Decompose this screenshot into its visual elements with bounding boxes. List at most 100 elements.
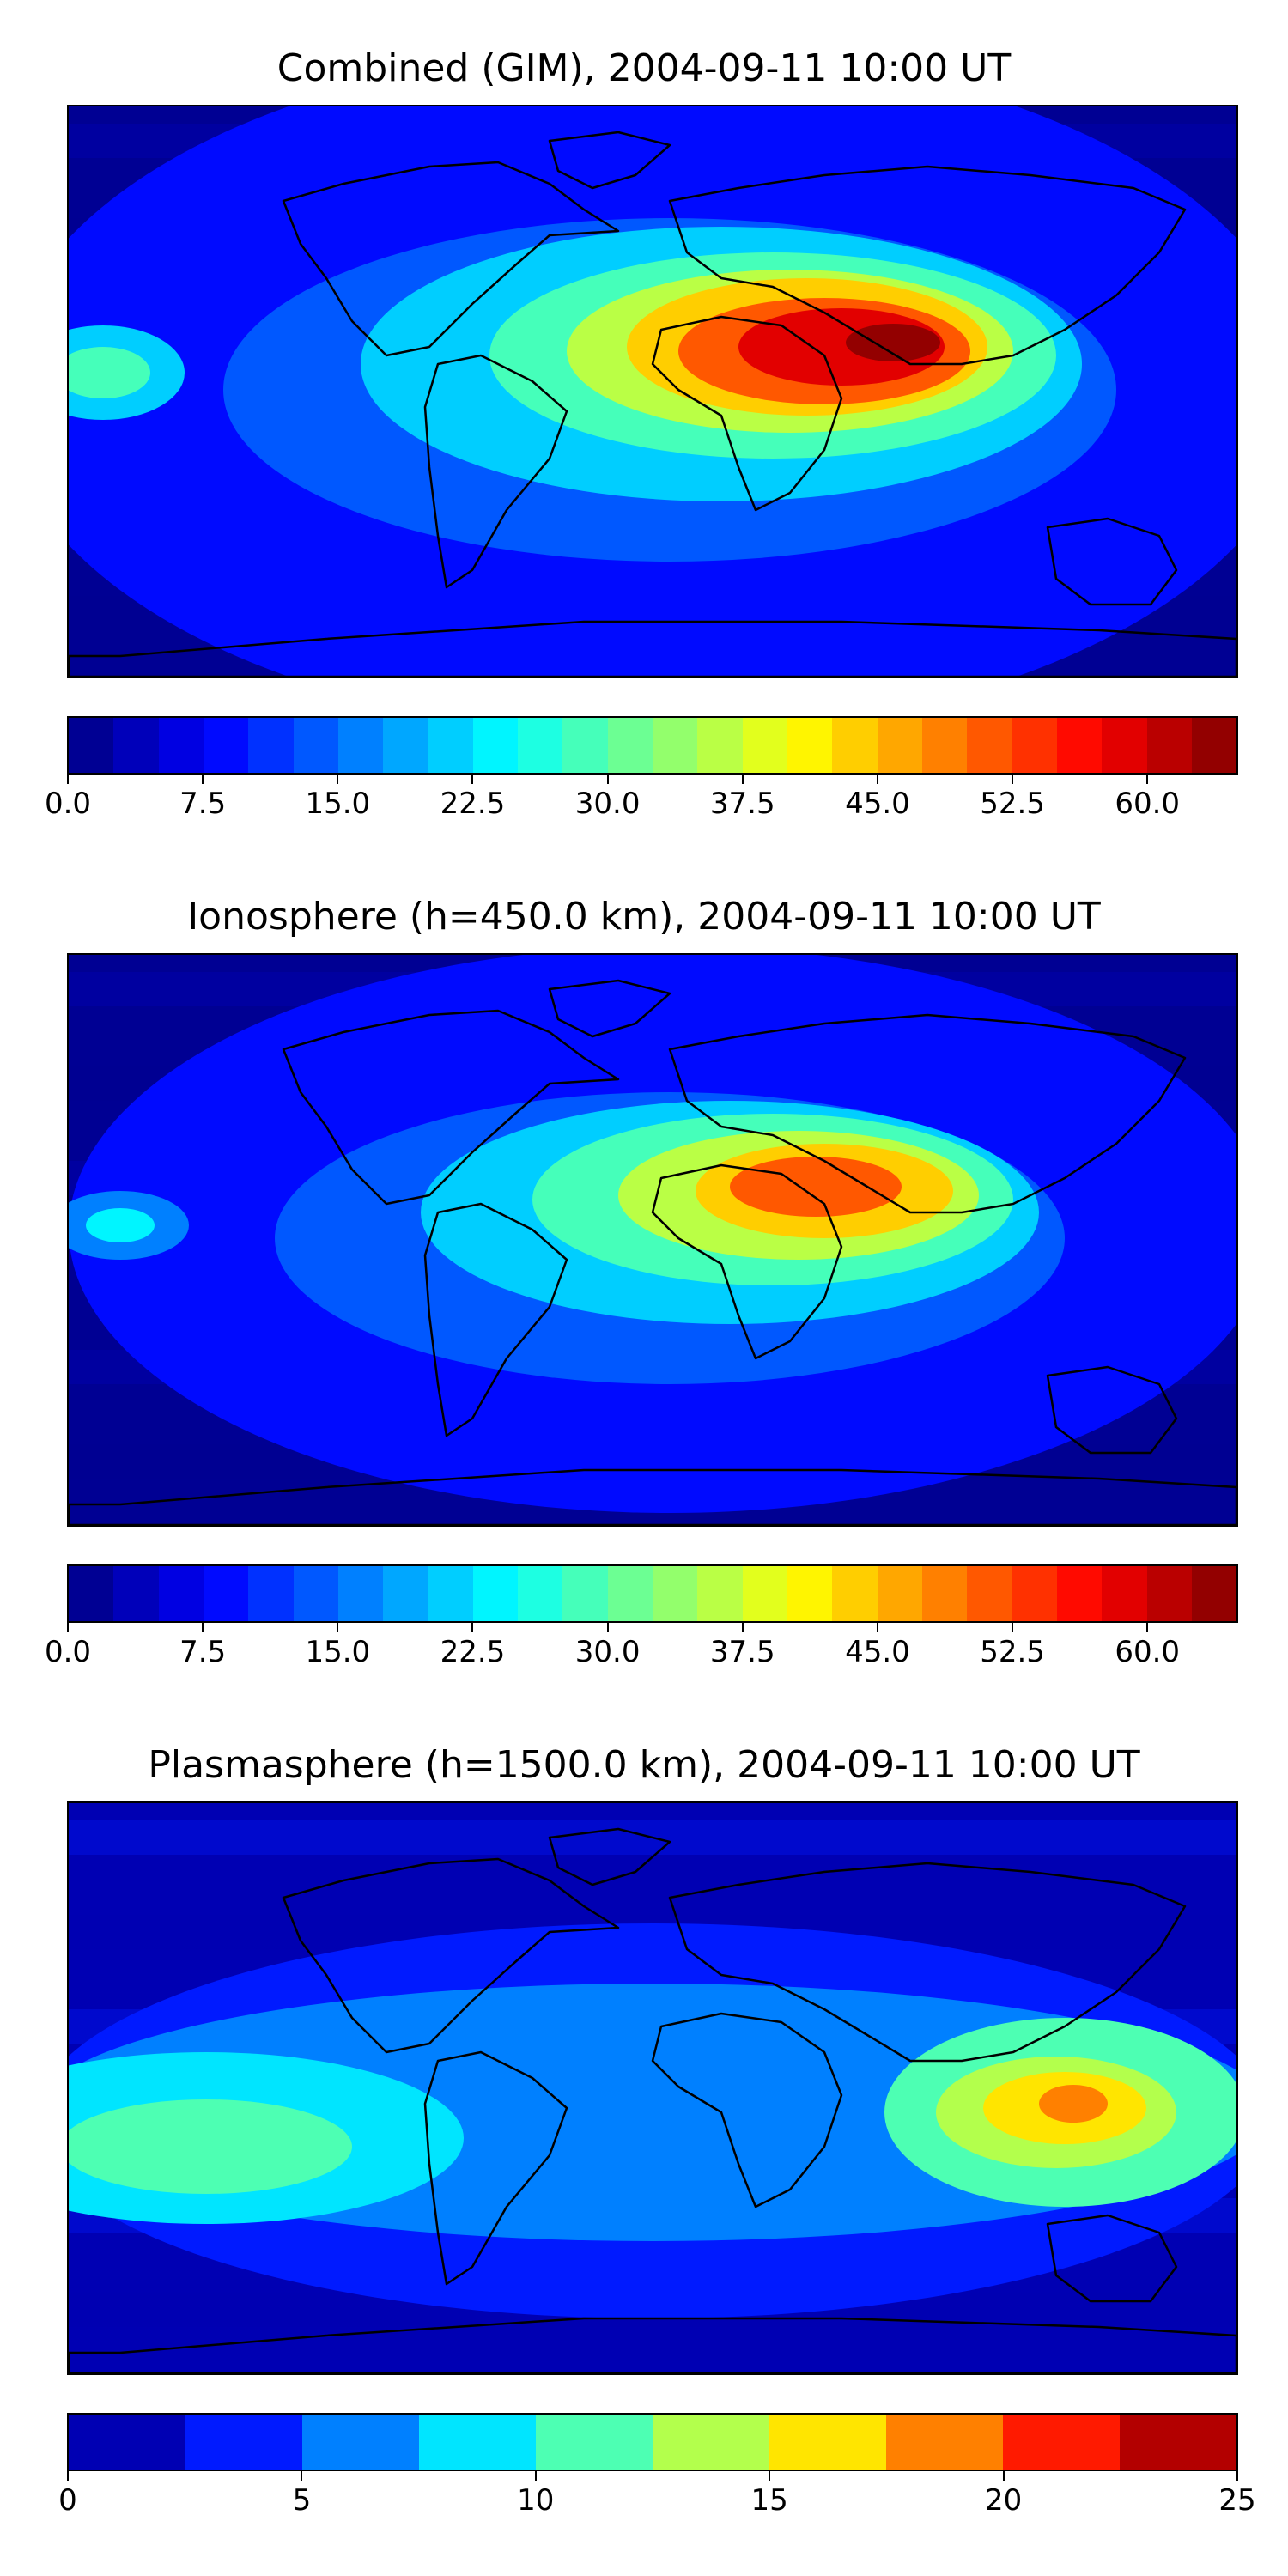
heatmap-ionosphere <box>67 953 1238 1527</box>
colorbar-tick <box>1012 1623 1014 1632</box>
colorbar-tick <box>337 1623 339 1632</box>
panel-title-ionosphere: Ionosphere (h=450.0 km), 2004-09-11 10:0… <box>187 895 1101 939</box>
colorbar-segment <box>1191 718 1237 773</box>
colorbar-segment <box>203 1566 249 1621</box>
colorbar-tick <box>202 775 204 784</box>
colorbar-segment <box>742 718 787 773</box>
colorbar-segment <box>293 1566 338 1621</box>
colorbar-segment <box>787 718 833 773</box>
colorbar-tick-label: 7.5 <box>179 1635 227 1669</box>
colorbar-segment <box>1146 1566 1192 1621</box>
colorbar-tick <box>741 775 744 784</box>
colorbar-segment <box>1003 2415 1120 2470</box>
colorbar-tick <box>1002 2471 1005 2481</box>
colorbar-segment <box>967 718 1012 773</box>
colorbar-segment <box>113 718 159 773</box>
colorbar-tick-label: 45.0 <box>845 1635 910 1669</box>
colorbar-segment <box>1012 1566 1057 1621</box>
coastline <box>69 620 1236 677</box>
colorbar-segment <box>248 718 294 773</box>
coastline <box>282 1857 620 2054</box>
colorbar-tick <box>67 2471 69 2481</box>
colorbar-segment <box>293 718 338 773</box>
contour-region <box>1039 2085 1108 2123</box>
colorbar-tick-label: 5 <box>292 2483 312 2518</box>
colorbar-segment <box>302 2415 419 2470</box>
coastline <box>668 165 1187 366</box>
contour-region <box>86 1208 155 1242</box>
coastline <box>282 161 620 357</box>
colorbar-tick-label: 30.0 <box>574 1635 641 1669</box>
colorbar-tick <box>471 1623 474 1632</box>
colorbar-tick <box>606 775 609 784</box>
colorbar-segment <box>1191 1566 1237 1621</box>
colorbar-segment <box>967 1566 1012 1621</box>
colorbar-segment <box>69 2415 185 2470</box>
colorbar-segment <box>697 718 743 773</box>
colorbar-tick <box>67 1623 69 1632</box>
colorbar-segment <box>697 1566 743 1621</box>
colorbar-tick <box>741 1623 744 1632</box>
colorbar-tick <box>471 775 474 784</box>
colorbar-tick-label: 10 <box>517 2483 555 2518</box>
colorbar-segment <box>769 2415 886 2470</box>
colorbar-tick <box>1146 1623 1149 1632</box>
colorbar-segment <box>419 2415 536 2470</box>
colorbar-segment <box>337 1566 384 1621</box>
colorbar-segment <box>185 2415 302 2470</box>
colorbar-segment <box>607 718 653 773</box>
coastline <box>423 354 568 589</box>
colorbar-tick <box>1012 775 1014 784</box>
colorbar-tick-label: 52.5 <box>980 787 1045 821</box>
contour-region <box>730 1157 902 1217</box>
colorbar-tick-label: 15.0 <box>305 1635 371 1669</box>
colorbar-segment <box>877 718 922 773</box>
colorbar-segment <box>158 718 204 773</box>
colorbar-tick <box>769 2471 771 2481</box>
colorbar-tick-label: 60.0 <box>1115 787 1181 821</box>
colorbar-segment <box>653 1566 698 1621</box>
colorbar-segment <box>518 718 563 773</box>
contour-region <box>69 347 150 398</box>
colorbar-tick <box>202 1623 204 1632</box>
colorbar-tick-label: 0.0 <box>44 1635 92 1669</box>
colorbar-segment <box>158 1566 204 1621</box>
colorbar-tick-label: 0 <box>58 2483 77 2518</box>
colorbar-segment <box>1102 1566 1147 1621</box>
coastline <box>69 1468 1236 1525</box>
coastline <box>423 1202 568 1437</box>
heatmap-combined <box>67 105 1238 678</box>
colorbar-segment <box>1102 718 1147 773</box>
colorbar-tick-label: 22.5 <box>440 1635 506 1669</box>
coastline <box>548 131 671 190</box>
coastline <box>69 2317 1236 2373</box>
colorbar-combined <box>67 716 1238 775</box>
colorbar-segment <box>472 718 519 773</box>
colorbar-segment <box>383 1566 428 1621</box>
colorbar-segment <box>248 1566 294 1621</box>
colorbar-segment <box>886 2415 1003 2470</box>
coastline <box>668 1013 1187 1214</box>
colorbar-tick-label: 30.0 <box>574 787 641 821</box>
colorbar-segment <box>562 718 608 773</box>
colorbar-tick <box>606 1623 609 1632</box>
colorbar-tick-label: 25 <box>1218 2483 1256 2518</box>
contour-region <box>69 2099 352 2194</box>
colorbar-tick-label: 37.5 <box>709 787 775 821</box>
colorbar-tick-label: 15 <box>750 2483 788 2518</box>
colorbar-tick-label: 0.0 <box>44 787 92 821</box>
colorbar-tick <box>876 1623 878 1632</box>
coastline <box>423 2050 568 2286</box>
colorbar-segment <box>921 1566 968 1621</box>
colorbar-tick <box>67 775 69 784</box>
colorbar-segment <box>383 718 428 773</box>
colorbar-tick-label: 20 <box>984 2483 1023 2518</box>
colorbar-segment <box>428 718 473 773</box>
colorbar-segment <box>69 1566 114 1621</box>
colorbar-segment <box>518 1566 563 1621</box>
colorbar-tick-label: 22.5 <box>440 787 506 821</box>
colorbar-tick <box>534 2471 537 2481</box>
panel-title-combined: Combined (GIM), 2004-09-11 10:00 UT <box>276 46 1012 90</box>
coastline <box>1046 1365 1178 1455</box>
colorbar-tick-label: 60.0 <box>1115 1635 1181 1669</box>
